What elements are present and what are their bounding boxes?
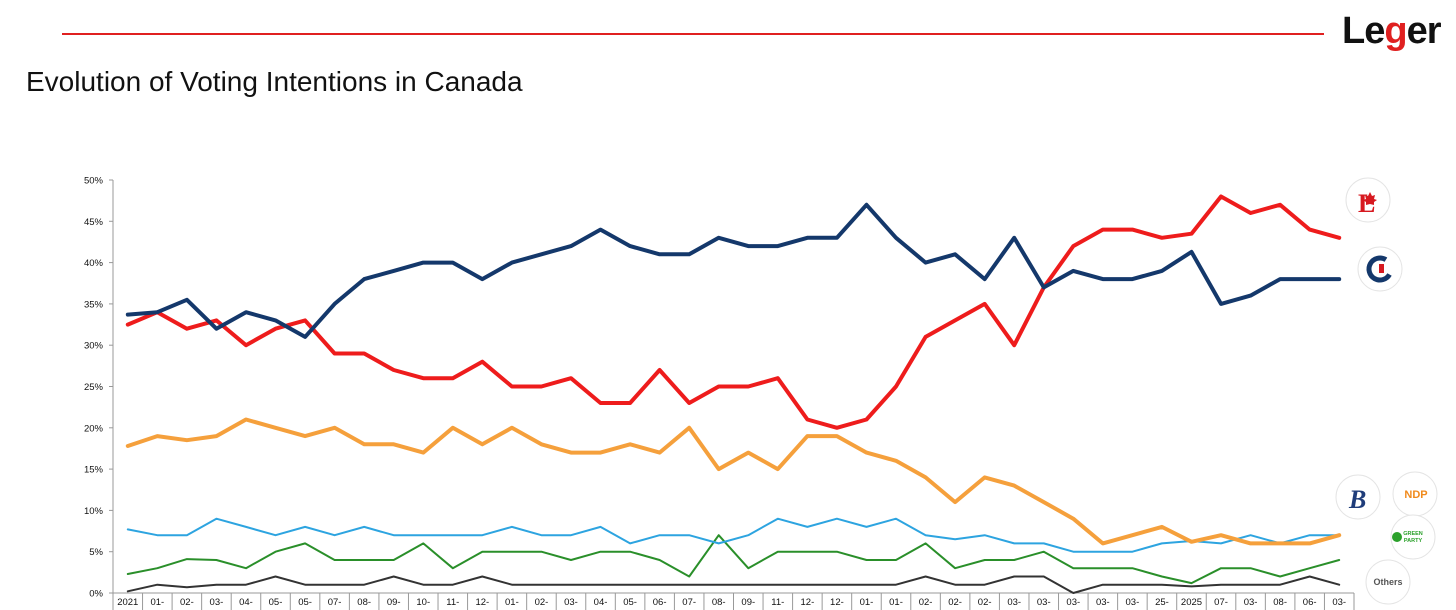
x-tick-label: 06-: [1303, 597, 1317, 608]
x-tick-label: 03-: [1037, 597, 1051, 608]
x-tick-label: 05-: [269, 597, 283, 608]
y-tick-label: 45%: [84, 217, 104, 228]
series-line-green: [126, 534, 1341, 585]
x-tick-label: 12-: [830, 597, 844, 608]
x-tick-label: 08-: [1273, 597, 1287, 608]
x-tick-label: 09-: [387, 597, 401, 608]
x-tick-label: 09-: [741, 597, 755, 608]
chart-series: [125, 194, 1342, 594]
x-tick-label: 01-: [889, 597, 903, 608]
x-tick-label: 02-: [180, 597, 194, 608]
header-rule: [62, 33, 1324, 35]
legend-green-badge: GREEN PARTY: [1390, 514, 1436, 560]
x-tick-label: 12-: [475, 597, 489, 608]
x-tick-label: 2021: [117, 597, 138, 608]
leger-logo: Leger: [1342, 10, 1441, 52]
y-tick-label: 40%: [84, 258, 104, 269]
x-tick-label: 05-: [298, 597, 312, 608]
x-tick-label: 03-: [564, 597, 578, 608]
series-line-ndp: [125, 417, 1342, 546]
x-tick-label: 07-: [328, 597, 342, 608]
legend-conservative-badge: [1357, 246, 1403, 292]
x-tick-label: 08-: [712, 597, 726, 608]
x-tick-label: 05-: [623, 597, 637, 608]
green-logo-text-2: PARTY: [1404, 538, 1423, 544]
series-line-bq: [126, 517, 1341, 553]
x-tick-label: 01-: [505, 597, 519, 608]
y-tick-label: 35%: [84, 299, 104, 310]
y-tick-label: 0%: [89, 589, 103, 600]
x-tick-label: 01-: [860, 597, 874, 608]
x-tick-label: 02-: [978, 597, 992, 608]
y-tick-label: 30%: [84, 341, 104, 352]
x-tick-label: 08-: [357, 597, 371, 608]
x-tick-label: 03-: [1244, 597, 1258, 608]
y-tick-label: 25%: [84, 382, 104, 393]
ndp-logo-text: NDP: [1404, 489, 1427, 501]
x-tick-label: 03-: [1096, 597, 1110, 608]
y-tick-label: 50%: [84, 176, 104, 187]
series-line-cpc: [125, 202, 1342, 339]
x-tick-label: 11-: [446, 597, 459, 608]
maple-leaf-icon: [1363, 192, 1377, 205]
green-logo-text-1: GREEN: [1403, 531, 1423, 537]
series-line-others: [126, 575, 1341, 594]
x-tick-label: 10-: [416, 597, 430, 608]
chart-axes: 0% 5% 10% 15% 20% 25% 30% 35% 40% 45% 50% 2021 01- 02…: [84, 176, 1355, 610]
x-tick-label: 06-: [653, 597, 667, 608]
conservative-c-icon: [1366, 255, 1394, 283]
x-tick-label: 07-: [682, 597, 696, 608]
x-tick-label: 25-: [1155, 597, 1169, 608]
x-tick-label: 11-: [771, 597, 784, 608]
legend-ndp-badge: NDP: [1392, 471, 1438, 517]
y-tick-label: 10%: [84, 506, 104, 517]
x-tick-label: 03-: [1066, 597, 1080, 608]
legend-liberal-badge: L: [1345, 177, 1391, 223]
bloc-logo-letter: B: [1348, 485, 1366, 514]
x-tick-label: 03-: [1007, 597, 1021, 608]
x-tick-label: 04-: [594, 597, 608, 608]
x-tick-label: 02-: [948, 597, 962, 608]
x-tick-label: 2025: [1181, 597, 1202, 608]
x-tick-label: 03-: [210, 597, 224, 608]
x-tick-label: 04-: [239, 597, 253, 608]
x-tick-label: 07-: [1214, 597, 1228, 608]
x-tick-label: 02-: [535, 597, 549, 608]
legend-others-badge: Others: [1365, 559, 1411, 605]
y-tick-label: 20%: [84, 423, 104, 434]
x-tick-label: 02-: [919, 597, 933, 608]
conservative-leaf-icon: [1379, 264, 1384, 273]
y-tick-label: 15%: [84, 465, 104, 476]
series-line-lpc: [125, 194, 1342, 430]
others-label: Others: [1373, 577, 1402, 587]
x-tick-label: 01-: [150, 597, 164, 608]
y-tick-label: 5%: [89, 547, 103, 558]
legend-bloc-badge: B: [1335, 474, 1381, 520]
green-dot-icon: [1392, 532, 1402, 542]
x-tick-label: 12-: [801, 597, 815, 608]
x-tick-label: 03-: [1332, 597, 1346, 608]
x-tick-label: 03-: [1126, 597, 1140, 608]
page-title: Evolution of Voting Intentions in Canada: [26, 66, 523, 97]
